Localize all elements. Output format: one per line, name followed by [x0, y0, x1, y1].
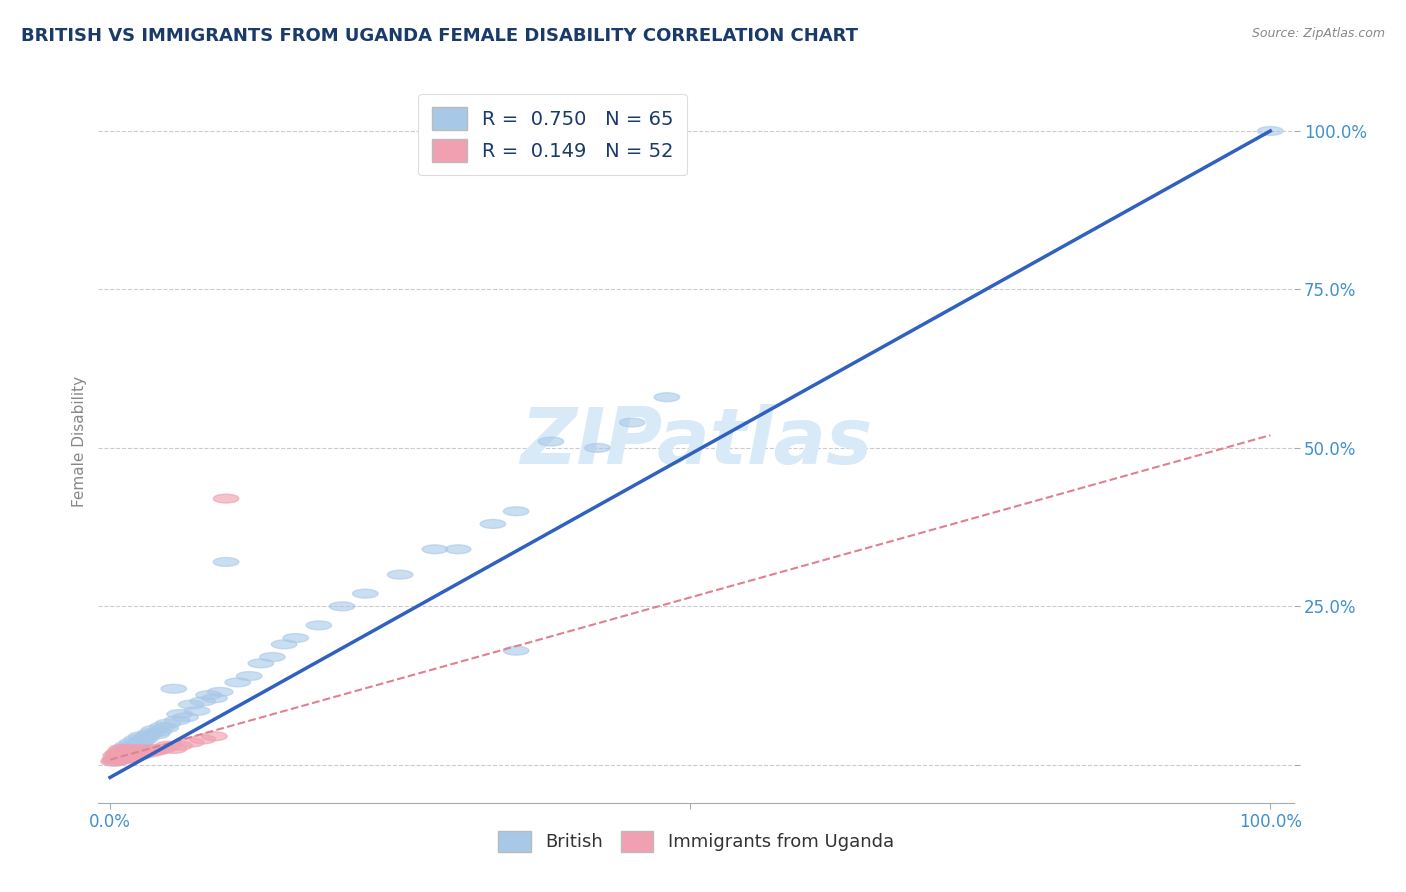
Y-axis label: Female Disability: Female Disability — [72, 376, 87, 508]
Text: BRITISH VS IMMIGRANTS FROM UGANDA FEMALE DISABILITY CORRELATION CHART: BRITISH VS IMMIGRANTS FROM UGANDA FEMALE… — [21, 27, 858, 45]
Text: ZIPatlas: ZIPatlas — [520, 403, 872, 480]
Text: Source: ZipAtlas.com: Source: ZipAtlas.com — [1251, 27, 1385, 40]
Legend: British, Immigrants from Uganda: British, Immigrants from Uganda — [491, 823, 901, 859]
